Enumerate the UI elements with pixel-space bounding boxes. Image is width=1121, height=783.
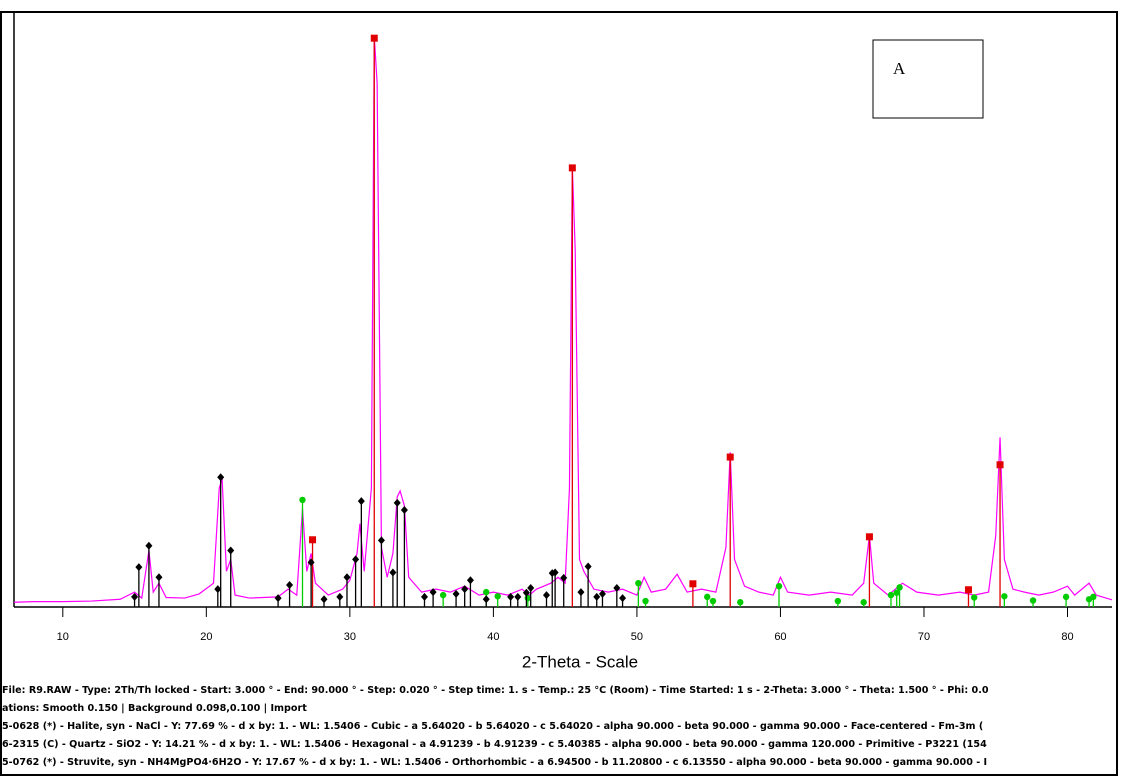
peak-marker <box>309 536 317 544</box>
annotation-box <box>872 39 984 119</box>
note-line: 6-2315 (C) - Quartz - SiO2 - Y: 14.21 % … <box>2 739 987 750</box>
peak-marker <box>227 546 235 555</box>
peak-marker <box>507 592 515 601</box>
peak-marker <box>726 453 734 461</box>
peak-marker <box>865 533 873 541</box>
notes: File: R9.RAW - Type: 2Th/Th locked - Sta… <box>2 685 989 768</box>
plot-area <box>14 34 1112 607</box>
peak-marker <box>593 592 601 601</box>
peak-marker <box>131 592 139 601</box>
outer-frame <box>0 11 1118 776</box>
peak-marker <box>135 563 143 572</box>
peak-marker <box>704 593 711 601</box>
peak-marker <box>389 568 397 577</box>
peak-marker <box>834 597 842 605</box>
peak-marker <box>299 496 306 504</box>
peak-marker <box>274 594 282 603</box>
peak-marker <box>642 597 649 605</box>
peak-marker <box>452 589 460 598</box>
peak-marker <box>860 599 867 606</box>
peak-marker <box>286 580 294 589</box>
peak-marker <box>420 592 428 601</box>
peak-marker <box>357 497 365 506</box>
x-tick-label: 50 <box>631 631 643 643</box>
peak-marker <box>214 585 222 594</box>
x-tick-label: 10 <box>57 631 69 643</box>
peak-marker <box>377 536 385 545</box>
peak-marker <box>896 584 903 591</box>
peak-marker <box>514 592 522 601</box>
peak-marker <box>307 558 315 567</box>
peak-marker <box>217 473 225 482</box>
peak-marker <box>737 599 744 606</box>
peak-marker <box>613 583 621 592</box>
peak-marker <box>775 582 783 590</box>
peak-marker <box>887 591 895 599</box>
peak-marker <box>400 506 408 515</box>
peak-marker <box>1029 597 1037 604</box>
note-line: 5-0628 (*) - Halite, syn - NaCl - Y: 77.… <box>2 721 983 732</box>
peak-marker <box>619 594 627 603</box>
peak-marker <box>336 592 344 601</box>
annotation: A <box>893 59 906 78</box>
peak-marker <box>971 594 978 601</box>
peak-marker <box>352 555 360 564</box>
peak-marker <box>560 573 568 582</box>
x-tick-label: 40 <box>487 631 499 643</box>
peak-marker <box>635 580 642 587</box>
peak-marker <box>551 568 559 577</box>
peak-marker <box>577 588 585 597</box>
peak-marker <box>584 562 592 571</box>
peak-marker <box>466 576 474 585</box>
note-line: ations: Smooth 0.150 | Background 0.098,… <box>2 703 307 714</box>
x-tick-label: 60 <box>774 631 786 643</box>
peak-marker <box>145 541 153 550</box>
peak-marker <box>689 580 697 588</box>
x-tick-label: 80 <box>1061 631 1073 643</box>
note-line: File: R9.RAW - Type: 2Th/Th locked - Sta… <box>2 685 989 696</box>
peak-marker <box>393 498 401 507</box>
peak-marker <box>370 34 378 42</box>
peak-marker <box>439 591 447 599</box>
peak-marker <box>429 588 437 597</box>
peak-marker <box>598 589 606 598</box>
peak-marker <box>542 591 550 600</box>
peak-marker <box>964 586 972 594</box>
x-tick-label: 70 <box>918 631 930 643</box>
pattern-line <box>14 35 1112 603</box>
peak-marker <box>482 595 490 604</box>
peak-marker <box>483 588 490 596</box>
peak-marker <box>522 588 530 597</box>
peak-marker <box>494 593 501 600</box>
note-line: 5-0762 (*) - Struvite, syn - NH4MgPO4·6H… <box>2 757 987 768</box>
peak-marker <box>527 583 535 592</box>
x-tick-label: 30 <box>344 631 356 643</box>
peak-marker <box>320 595 328 604</box>
x-tick-label: 20 <box>200 631 212 643</box>
peak-marker <box>461 585 469 594</box>
peak-marker <box>568 164 576 172</box>
peak-marker <box>893 589 900 596</box>
peak-marker <box>1062 593 1070 601</box>
x-axis-title: 2-Theta - Scale <box>522 652 638 671</box>
peak-marker <box>1001 593 1008 600</box>
peak-marker <box>155 573 163 582</box>
peak-marker <box>343 573 351 582</box>
peak-marker <box>1090 593 1097 601</box>
peak-marker <box>996 461 1004 469</box>
peak-marker <box>709 597 717 605</box>
